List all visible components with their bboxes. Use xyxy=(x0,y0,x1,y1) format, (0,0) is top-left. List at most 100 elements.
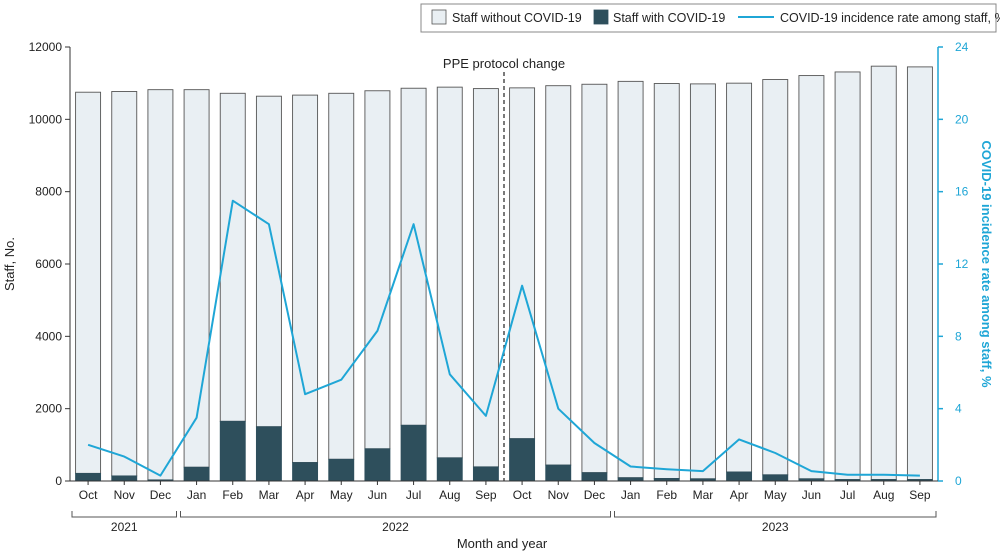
left-tick-label: 8000 xyxy=(35,185,62,199)
y2-axis-title: COVID-19 incidence rate among staff, % xyxy=(979,140,994,388)
bar-without-covid xyxy=(328,92,355,460)
ppe-change-label: PPE protocol change xyxy=(443,56,565,71)
bar-with-covid xyxy=(726,471,753,482)
bar-without-covid xyxy=(472,88,499,468)
bar-with-covid xyxy=(75,472,102,482)
x-tick-label: Nov xyxy=(548,488,569,502)
legend-swatch-without xyxy=(431,9,447,25)
x-tick-label: Jun xyxy=(368,488,387,502)
legend-swatch-with xyxy=(593,9,609,25)
bar-without-covid xyxy=(509,87,536,440)
x-tick-label: Mar xyxy=(259,488,280,502)
x-tick-label: Aug xyxy=(873,488,894,502)
x-tick-label: Mar xyxy=(693,488,714,502)
bar-without-covid xyxy=(219,92,246,422)
bar-without-covid xyxy=(689,83,716,480)
bar-without-covid xyxy=(798,75,825,480)
bar-with-covid xyxy=(509,438,536,482)
left-tick-label: 4000 xyxy=(35,329,62,343)
bar-without-covid xyxy=(906,66,933,481)
bar-without-covid xyxy=(436,86,463,459)
x-tick-label: Apr xyxy=(296,488,315,502)
year-label: 2021 xyxy=(111,520,138,534)
bar-with-covid xyxy=(436,457,463,482)
x-tick-label: May xyxy=(330,488,353,502)
x-tick-label: Jun xyxy=(802,488,821,502)
bar-without-covid xyxy=(653,83,680,479)
rate-line-layer xyxy=(87,199,920,477)
legend: Staff without COVID-19 Staff with COVID-… xyxy=(420,3,1000,33)
y-axis-title: Staff, No. xyxy=(2,237,17,291)
bar-with-covid xyxy=(545,464,572,482)
x-tick-label: Feb xyxy=(656,488,677,502)
x-tick-label: Jan xyxy=(187,488,206,502)
bar-layer xyxy=(75,65,933,482)
right-tick-label: 24 xyxy=(955,40,969,54)
x-tick-label: Feb xyxy=(222,488,243,502)
year-bracket xyxy=(71,511,177,518)
bar-without-covid xyxy=(147,89,174,481)
x-tick-label: Oct xyxy=(513,488,532,502)
left-tick-label: 12000 xyxy=(29,40,63,54)
bar-with-covid xyxy=(328,458,355,482)
right-tick-label: 20 xyxy=(955,112,969,126)
incidence-rate-line xyxy=(87,199,920,477)
legend-label-without: Staff without COVID-19 xyxy=(452,11,582,25)
x-tick-label: Nov xyxy=(114,488,135,502)
x-tick-label: Oct xyxy=(79,488,98,502)
year-bracket xyxy=(614,511,937,518)
right-tick-label: 4 xyxy=(955,402,962,416)
bar-without-covid xyxy=(292,94,319,464)
bar-without-covid xyxy=(364,90,391,450)
bar-without-covid xyxy=(870,65,897,481)
legend-box xyxy=(420,3,997,33)
legend-label-rate: COVID-19 incidence rate among staff, % xyxy=(780,11,1000,25)
bar-without-covid xyxy=(834,71,861,481)
bar-with-covid xyxy=(219,420,246,482)
year-label: 2023 xyxy=(762,520,789,534)
right-tick-label: 0 xyxy=(955,474,962,488)
x-tick-label: Jan xyxy=(621,488,640,502)
right-tick-label: 8 xyxy=(955,329,962,343)
left-tick-label: 6000 xyxy=(35,257,62,271)
year-bracket xyxy=(180,511,611,518)
bar-without-covid xyxy=(762,79,789,476)
left-y-axis: 0 2000 4000 6000 8000 10000 12000 xyxy=(29,40,71,488)
legend-label-with: Staff with COVID-19 xyxy=(613,11,725,25)
bar-with-covid xyxy=(111,475,138,482)
bar-without-covid xyxy=(111,91,138,477)
x-tick-label: Dec xyxy=(584,488,605,502)
bar-without-covid xyxy=(581,83,608,474)
bar-without-covid xyxy=(75,91,102,474)
bar-with-covid xyxy=(400,424,427,482)
left-tick-label: 0 xyxy=(55,474,62,488)
bar-with-covid xyxy=(255,426,282,482)
x-tick-label: Dec xyxy=(150,488,171,502)
right-tick-label: 16 xyxy=(955,185,969,199)
x-axis: Oct Nov Dec Jan Feb Mar Apr May Jun Jul Aug Sep Oct N… xyxy=(70,480,938,534)
year-label: 2022 xyxy=(382,520,409,534)
bar-with-covid xyxy=(292,462,319,482)
x-tick-label: Jul xyxy=(406,488,421,502)
bar-with-covid xyxy=(183,466,210,482)
bar-with-covid xyxy=(581,472,608,482)
x-tick-label: Sep xyxy=(909,488,931,502)
bar-with-covid xyxy=(472,466,499,482)
left-tick-label: 2000 xyxy=(35,402,62,416)
x-tick-label: Jul xyxy=(840,488,855,502)
bar-without-covid xyxy=(726,82,753,473)
right-tick-label: 12 xyxy=(955,257,969,271)
annotation-layer: PPE protocol change xyxy=(443,56,565,481)
right-y-axis: 0 4 8 12 16 20 24 xyxy=(937,40,969,488)
bar-without-covid xyxy=(617,80,644,479)
x-tick-label: May xyxy=(764,488,787,502)
left-tick-label: 10000 xyxy=(29,112,63,126)
x-tick-label: Aug xyxy=(439,488,460,502)
x-axis-title: Month and year xyxy=(457,536,548,551)
bar-with-covid xyxy=(762,474,789,482)
bar-without-covid xyxy=(183,89,210,468)
x-tick-label: Sep xyxy=(475,488,497,502)
bar-with-covid xyxy=(364,448,391,482)
x-tick-label: Apr xyxy=(730,488,749,502)
